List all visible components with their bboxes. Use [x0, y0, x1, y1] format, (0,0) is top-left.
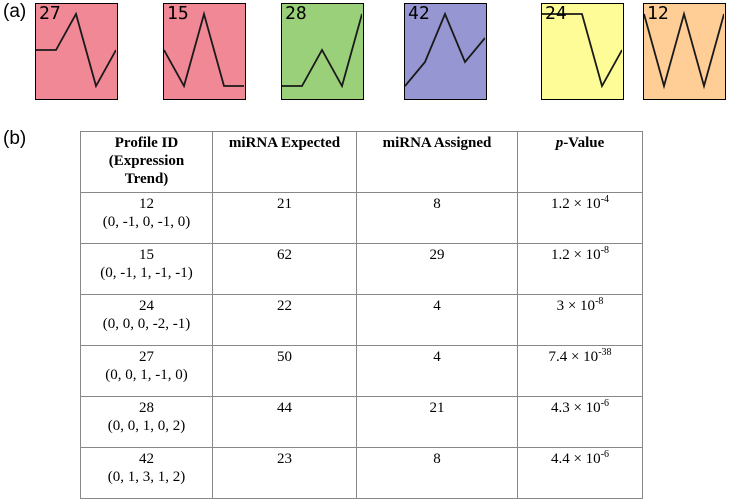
cell-p-mantissa: 4.4 × 10: [550, 451, 601, 467]
profile-trend-chart: [164, 10, 244, 89]
cell-profile-trend: (0, -1, 1, -1, -1): [100, 265, 193, 281]
cell-profile-id: 42: [139, 451, 154, 467]
profile-id-label: 28: [285, 3, 307, 24]
header-profile-line3: Trend): [124, 171, 169, 187]
cell-expected: 23: [212, 447, 357, 499]
cell-profile-id: 28: [139, 400, 154, 416]
profile-trend-line: [282, 13, 362, 89]
profile-table: Profile ID (Expression Trend) miRNA Expe…: [80, 131, 643, 499]
profile-trend-chart: [644, 10, 724, 90]
cell-profile: 27 (0, 0, 1, -1, 0): [80, 345, 213, 397]
cell-p-value: 4.3 × 10-6: [517, 396, 643, 448]
cell-profile-id: 15: [139, 247, 154, 263]
cell-p-mantissa: 1.2 × 10: [550, 247, 601, 263]
profile-trend-line: [164, 10, 244, 89]
profile-id-label: 12: [647, 3, 669, 24]
cell-profile-trend: (0, 0, 0, -2, -1): [102, 316, 191, 332]
cell-assigned: 21: [356, 396, 518, 448]
cell-expected: 22: [212, 294, 357, 346]
cell-p-value: 3 × 10-8: [517, 294, 643, 346]
panel-a-label: (a): [3, 1, 27, 22]
cell-assigned: 4: [356, 294, 518, 346]
cell-p-mantissa: 7.4 × 10: [548, 349, 599, 365]
header-p-italic: p: [555, 135, 564, 151]
cell-profile: 15 (0, -1, 1, -1, -1): [80, 243, 213, 295]
cell-p-exponent: -4: [600, 194, 610, 205]
cell-profile-trend: (0, 1, 3, 1, 2): [107, 469, 186, 485]
cell-p-exponent: -8: [595, 296, 604, 307]
profile-trend-chart: [36, 11, 116, 89]
cell-expected: 62: [212, 243, 357, 295]
cell-assigned: 8: [356, 192, 518, 244]
profile-box: 42: [404, 3, 487, 100]
cell-p-value: 7.4 × 10-38: [517, 345, 643, 397]
profile-box: 15: [163, 3, 246, 100]
table-row: 12 (0, -1, 0, -1, 0) 21 8 1.2 × 10-4: [80, 192, 643, 244]
profile-box: 12: [643, 3, 726, 100]
cell-profile: 28 (0, 0, 1, 0, 2): [80, 396, 213, 448]
profile-box: 27: [35, 3, 118, 100]
cell-profile: 24 (0, 0, 0, -2, -1): [80, 294, 213, 346]
cell-p-exponent: -6: [600, 449, 610, 460]
cell-p-exponent: -8: [600, 245, 610, 256]
profile-trend-line: [644, 10, 724, 90]
cell-expected: 21: [212, 192, 357, 244]
table-row: 15 (0, -1, 1, -1, -1) 62 29 1.2 × 10-8: [80, 243, 643, 295]
cell-p-exponent: -38: [598, 347, 612, 358]
profile-trend-line: [405, 11, 485, 87]
table-row: 24 (0, 0, 0, -2, -1) 22 4 3 × 10-8: [80, 294, 643, 346]
profile-trend-line: [36, 11, 116, 89]
header-mirna-expected: miRNA Expected: [212, 131, 357, 193]
cell-p-mantissa: 3 × 10: [556, 298, 596, 314]
cell-assigned: 29: [356, 243, 518, 295]
cell-profile-trend: (0, 0, 1, -1, 0): [105, 367, 188, 383]
cell-profile-trend: (0, 0, 1, 0, 2): [107, 418, 186, 434]
cell-p-mantissa: 1.2 × 10: [550, 196, 601, 212]
profile-id-label: 24: [545, 3, 567, 24]
profile-trend-chart: [282, 13, 362, 89]
cell-profile-id: 12: [139, 196, 154, 212]
cell-p-value: 4.4 × 10-6: [517, 447, 643, 499]
header-profile-line2: (Expression: [108, 153, 185, 169]
profile-id-label: 42: [408, 3, 430, 24]
cell-assigned: 4: [356, 345, 518, 397]
header-p-value: p-Value: [517, 131, 643, 193]
profile-trend-line: [542, 13, 622, 89]
cell-profile-trend: (0, -1, 0, -1, 0): [102, 214, 191, 230]
cell-profile-id: 24: [139, 298, 154, 314]
cell-profile: 42 (0, 1, 3, 1, 2): [80, 447, 213, 499]
profile-trend-chart: [405, 11, 485, 87]
table-body: 12 (0, -1, 0, -1, 0) 21 8 1.2 × 10-4 15 (0, -1…: [80, 192, 643, 499]
cell-expected: 50: [212, 345, 357, 397]
cell-p-value: 1.2 × 10-4: [517, 192, 643, 244]
cell-assigned: 8: [356, 447, 518, 499]
table-row: 42 (0, 1, 3, 1, 2) 23 8 4.4 × 10-6: [80, 447, 643, 499]
table-row: 27 (0, 0, 1, -1, 0) 50 4 7.4 × 10-38: [80, 345, 643, 397]
profile-trend-chart: [542, 13, 622, 89]
table-header-row: Profile ID (Expression Trend) miRNA Expe…: [80, 131, 643, 193]
table-row: 28 (0, 0, 1, 0, 2) 44 21 4.3 × 10-6: [80, 396, 643, 448]
panel-b-label: (b): [3, 128, 27, 149]
profile-id-label: 15: [167, 3, 189, 24]
cell-p-mantissa: 4.3 × 10: [550, 400, 601, 416]
header-mirna-assigned: miRNA Assigned: [356, 131, 518, 193]
profile-box: 24: [541, 3, 624, 100]
profile-id-label: 27: [39, 3, 61, 24]
profile-box: 28: [281, 3, 364, 100]
cell-p-value: 1.2 × 10-8: [517, 243, 643, 295]
header-p-rest: -Value: [563, 135, 605, 151]
cell-expected: 44: [212, 396, 357, 448]
header-profile-line1: Profile ID: [114, 135, 179, 151]
cell-profile-id: 27: [139, 349, 154, 365]
cell-profile: 12 (0, -1, 0, -1, 0): [80, 192, 213, 244]
cell-p-exponent: -6: [600, 398, 610, 409]
header-profile-id: Profile ID (Expression Trend): [80, 131, 213, 193]
